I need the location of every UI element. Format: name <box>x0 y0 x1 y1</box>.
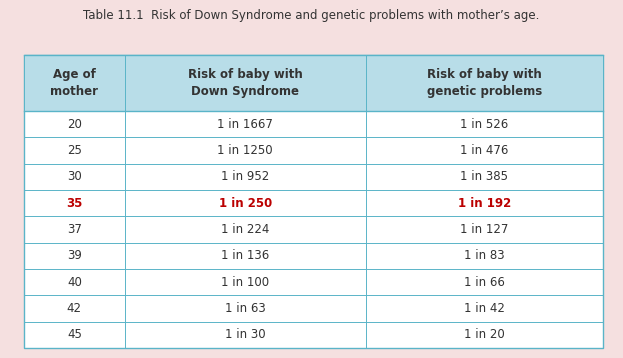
Text: 1 in 476: 1 in 476 <box>460 144 508 157</box>
Bar <box>24 55 603 111</box>
Text: 30: 30 <box>67 170 82 183</box>
Text: 1 in 100: 1 in 100 <box>221 276 269 289</box>
Text: 1 in 250: 1 in 250 <box>219 197 272 210</box>
Text: 1 in 526: 1 in 526 <box>460 118 508 131</box>
Text: 1 in 66: 1 in 66 <box>464 276 505 289</box>
Text: 1 in 42: 1 in 42 <box>464 302 505 315</box>
Text: 1 in 192: 1 in 192 <box>458 197 511 210</box>
Text: Risk of baby with
Down Syndrome: Risk of baby with Down Syndrome <box>188 68 303 98</box>
Text: 1 in 385: 1 in 385 <box>460 170 508 183</box>
Text: 1 in 136: 1 in 136 <box>221 249 269 262</box>
Text: 37: 37 <box>67 223 82 236</box>
Text: Risk of baby with
genetic problems: Risk of baby with genetic problems <box>427 68 542 98</box>
Bar <box>24 55 603 348</box>
Text: 1 in 1667: 1 in 1667 <box>217 118 273 131</box>
Text: 25: 25 <box>67 144 82 157</box>
Text: 1 in 1250: 1 in 1250 <box>217 144 273 157</box>
Text: 1 in 20: 1 in 20 <box>464 328 505 341</box>
Text: 1 in 224: 1 in 224 <box>221 223 270 236</box>
Text: 1 in 83: 1 in 83 <box>464 249 505 262</box>
Text: 1 in 127: 1 in 127 <box>460 223 508 236</box>
Text: 39: 39 <box>67 249 82 262</box>
Text: 42: 42 <box>67 302 82 315</box>
Text: 40: 40 <box>67 276 82 289</box>
Text: 1 in 952: 1 in 952 <box>221 170 269 183</box>
Text: Age of
mother: Age of mother <box>50 68 98 98</box>
Text: 1 in 30: 1 in 30 <box>225 328 265 341</box>
Text: 1 in 63: 1 in 63 <box>225 302 265 315</box>
Text: 45: 45 <box>67 328 82 341</box>
Text: Table 11.1  Risk of Down Syndrome and genetic problems with mother’s age.: Table 11.1 Risk of Down Syndrome and gen… <box>83 9 540 22</box>
Text: 20: 20 <box>67 118 82 131</box>
Text: 35: 35 <box>66 197 83 210</box>
